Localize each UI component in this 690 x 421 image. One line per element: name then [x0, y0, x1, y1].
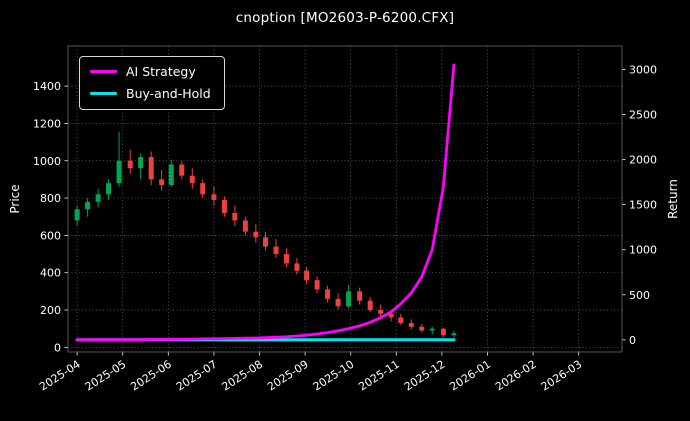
candle-body	[221, 199, 227, 213]
tick-label: 400	[40, 267, 61, 280]
tick-label: 1400	[33, 80, 61, 93]
candle-body	[106, 183, 112, 195]
legend: AI Strategy Buy-and-Hold	[79, 56, 225, 110]
tick-label: 2025-04	[37, 358, 83, 394]
tick-label: 1000	[629, 244, 657, 257]
candle-body	[367, 300, 373, 311]
candle-body	[346, 291, 352, 307]
plot-frame	[67, 45, 623, 353]
candle-body	[273, 246, 279, 255]
candle-body	[168, 164, 174, 186]
candle-body	[304, 270, 310, 281]
tick-label: 2026-01	[447, 358, 493, 394]
candle-body	[74, 209, 80, 221]
candle-body	[211, 194, 217, 200]
candle-body	[408, 323, 414, 327]
tick-label: 2025-09	[265, 358, 311, 394]
tick-label: 1500	[629, 199, 657, 212]
buy-and-hold-line-swatch	[90, 92, 117, 95]
candle-body	[325, 289, 331, 299]
tick-label: 2500	[629, 109, 657, 122]
candle-body	[388, 313, 394, 318]
chart-title: cnoption [MO2603-P-6200.CFX]	[235, 10, 455, 26]
tick-label: 2026-03	[539, 358, 585, 394]
tick-label: 2025-05	[83, 358, 129, 394]
candle-body	[294, 263, 300, 271]
candle-body	[283, 254, 289, 264]
candle-body	[429, 328, 435, 331]
ai-strategy-line	[75, 63, 456, 342]
candle-body	[357, 291, 363, 301]
tick-label: 1200	[33, 117, 61, 130]
tick-label: 2000	[629, 154, 657, 167]
candle-body	[253, 231, 259, 238]
candle-body	[159, 179, 165, 186]
tick-label: 2025-06	[128, 358, 174, 394]
candle-body	[440, 328, 446, 336]
candle-body	[262, 237, 268, 247]
candle-body	[335, 298, 341, 307]
legend-item-buy-and-hold: Buy-and-Hold	[90, 86, 211, 101]
candle-body	[148, 157, 154, 180]
tick-label: 0	[54, 341, 61, 354]
candle-body	[242, 220, 248, 232]
tick-label: 2025-12	[402, 358, 448, 394]
left-axis-label: Price	[8, 184, 22, 214]
tick-label: 2025-10	[311, 358, 357, 394]
tick-label: 3000	[629, 63, 657, 76]
candle-body	[95, 194, 101, 202]
candle-body	[200, 183, 206, 195]
tick-label: 2025-07	[174, 358, 220, 394]
candle-body	[314, 280, 320, 290]
candle-body	[116, 160, 122, 184]
legend-item-ai-strategy: AI Strategy	[90, 64, 211, 79]
tick-label: 800	[40, 192, 61, 205]
tick-label: 2026-02	[493, 358, 539, 394]
candle-body	[138, 157, 144, 169]
tick-label: 2025-08	[220, 358, 266, 394]
tick-label: 500	[629, 289, 650, 302]
candle-body	[378, 310, 384, 314]
legend-label-buy-and-hold: Buy-and-Hold	[126, 86, 211, 101]
candle-body	[398, 317, 404, 324]
candle-body	[85, 201, 91, 210]
tick-label: 200	[40, 304, 61, 317]
candle-body	[127, 160, 133, 169]
candle-body	[451, 333, 457, 336]
ai-strategy-line-swatch	[90, 70, 117, 73]
legend-label-ai-strategy: AI Strategy	[126, 64, 196, 79]
candle-body	[189, 175, 195, 184]
tick-label: 1000	[33, 155, 61, 168]
candle-body	[419, 326, 425, 331]
tick-label: 0	[629, 334, 636, 347]
candle-body	[232, 212, 238, 221]
tick-label: 2025-11	[356, 358, 402, 394]
right-axis-label: Return	[666, 179, 680, 219]
candle-body	[179, 164, 185, 176]
tick-label: 600	[40, 229, 61, 242]
